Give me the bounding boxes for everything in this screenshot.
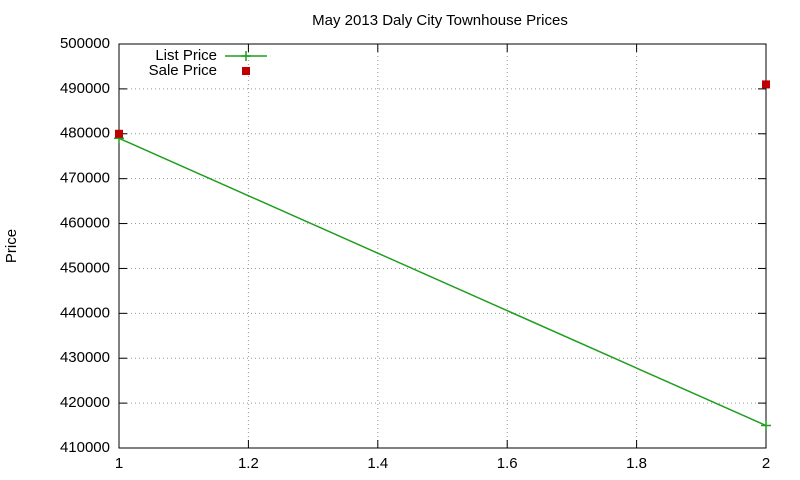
- y-tick-label: 500000: [60, 35, 110, 52]
- legend-label: List Price: [155, 47, 217, 64]
- legend-label: Sale Price: [149, 62, 217, 79]
- data-point: [115, 129, 123, 138]
- plot-frame: [118, 43, 767, 449]
- y-axis-label: Price: [3, 229, 20, 263]
- x-tick-label: 1: [115, 455, 123, 472]
- y-tick-label: 410000: [60, 439, 110, 456]
- x-tick-label: 1.4: [367, 455, 388, 472]
- y-tick-label: 490000: [60, 80, 110, 97]
- y-tick-label: 480000: [60, 125, 110, 142]
- y-tick-label: 440000: [60, 304, 110, 321]
- legend-swatch: [242, 67, 250, 75]
- y-tick-label: 420000: [60, 394, 110, 411]
- y-tick-label: 450000: [60, 259, 110, 276]
- x-tick-label: 1.2: [238, 455, 259, 472]
- x-tick-label: 1.6: [497, 455, 518, 472]
- x-tick-label: 2: [762, 455, 770, 472]
- series-line: [118, 137, 767, 427]
- y-tick-label: 470000: [60, 170, 110, 187]
- y-tick-label: 430000: [60, 349, 110, 366]
- data-point: [761, 420, 771, 431]
- y-tick-label: 460000: [60, 215, 110, 232]
- data-point: [762, 80, 770, 89]
- x-tick-label: 1.8: [626, 455, 647, 472]
- chart-title: May 2013 Daly City Townhouse Prices: [312, 12, 568, 29]
- legend-swatch: [241, 51, 251, 61]
